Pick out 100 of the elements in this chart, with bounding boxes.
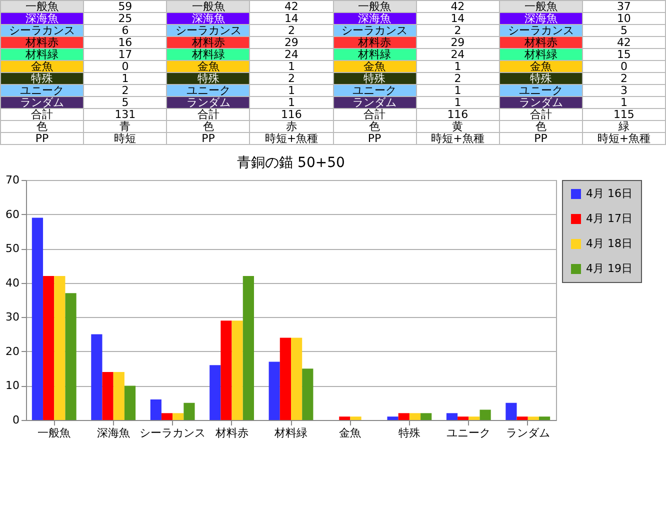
bar	[398, 413, 410, 420]
bar	[280, 338, 291, 420]
text: 金魚	[166, 60, 250, 73]
text: 赤	[250, 120, 333, 133]
x-tick-label: ランダム	[506, 426, 550, 440]
text: 1	[416, 96, 500, 109]
legend-label: 4月 17日	[586, 212, 632, 225]
bar	[516, 416, 528, 420]
text: 2	[250, 24, 333, 37]
text: 黄	[416, 120, 500, 133]
text: 合計	[333, 108, 416, 121]
text: 時短	[84, 132, 167, 145]
text: 材料緑	[0, 48, 84, 61]
text: シーラカンス	[166, 24, 250, 37]
bar	[184, 402, 195, 420]
text: 116	[416, 108, 500, 121]
text: 2	[250, 72, 333, 85]
text: 1	[582, 96, 666, 109]
text: ランダム	[0, 96, 84, 109]
x-tick-label: 一般魚	[38, 426, 71, 440]
x-tick-label: ユニーク	[446, 426, 491, 440]
text: 115	[582, 108, 666, 121]
text: 色	[333, 120, 416, 133]
text: 1	[250, 96, 333, 109]
bar	[113, 372, 124, 420]
text: 特殊	[0, 72, 84, 85]
y-tick-label: 10	[6, 379, 20, 392]
text: 29	[416, 36, 500, 49]
bar	[91, 334, 102, 420]
text: 25	[84, 12, 167, 25]
bar	[339, 416, 350, 420]
text: ランダム	[333, 96, 416, 109]
x-tick-label: 材料緑	[274, 426, 308, 440]
bar	[232, 320, 243, 420]
text: 合計	[499, 108, 582, 121]
bar	[506, 402, 517, 420]
bar	[65, 293, 76, 420]
text: 金魚	[499, 60, 582, 73]
text: ユニーク	[333, 84, 416, 97]
text: 合計	[166, 108, 250, 121]
text: 2	[416, 24, 500, 37]
bar	[220, 320, 232, 420]
bar	[161, 413, 173, 420]
text: 0	[582, 60, 666, 73]
text: 116	[250, 108, 333, 121]
text: 29	[250, 36, 333, 49]
y-tick-label: 40	[6, 276, 20, 290]
bar	[409, 413, 421, 420]
bar	[387, 416, 398, 420]
text: 青	[84, 120, 167, 133]
text: 16	[84, 36, 167, 49]
text: ランダム	[166, 96, 250, 109]
text: PP	[333, 132, 416, 145]
text: 材料赤	[333, 36, 416, 49]
text: シーラカンス	[0, 24, 84, 37]
x-tick-label: シーラカンス	[140, 426, 206, 440]
text: 42	[582, 36, 666, 49]
text: 1	[84, 72, 167, 85]
text: 6	[84, 24, 167, 37]
text: 1	[250, 60, 333, 73]
text: 合計	[0, 108, 84, 121]
text: PP	[499, 132, 582, 145]
bar	[32, 218, 44, 420]
text: 材料赤	[499, 36, 582, 49]
text: 深海魚	[0, 12, 84, 25]
text: シーラカンス	[333, 24, 416, 37]
text: 24	[416, 48, 500, 61]
y-tick-label: 30	[6, 310, 20, 324]
bar	[102, 372, 114, 420]
legend-label: 4月 19日	[586, 262, 632, 275]
bar	[150, 399, 162, 420]
text: 10	[582, 12, 666, 25]
text: 2	[582, 72, 666, 85]
legend-label: 4月 16日	[586, 187, 632, 200]
x-tick-label: 深海魚	[96, 426, 130, 440]
text: 1	[416, 84, 500, 97]
text: 一般魚	[0, 0, 84, 13]
text: 2	[416, 72, 500, 85]
text: 材料緑	[166, 48, 250, 61]
text: 時短+魚種	[416, 132, 500, 145]
text: 14	[250, 12, 333, 25]
text: 37	[582, 0, 666, 13]
text: 5	[582, 24, 666, 37]
text: 時短+魚種	[250, 132, 333, 145]
text: 金魚	[0, 60, 84, 73]
legend-label: 4月 18日	[586, 237, 632, 250]
text: 深海魚	[499, 12, 582, 25]
bar	[302, 368, 314, 420]
bar	[528, 416, 539, 420]
bar	[538, 416, 550, 420]
text: 15	[582, 48, 666, 61]
x-tick-label: 材料赤	[214, 426, 248, 440]
text: 131	[84, 108, 167, 121]
text: 24	[250, 48, 333, 61]
text: ユニーク	[0, 84, 84, 97]
text: 17	[84, 48, 167, 61]
text: 0	[84, 60, 167, 73]
text: 42	[250, 0, 333, 13]
text: シーラカンス	[499, 24, 582, 37]
bar	[420, 413, 432, 420]
